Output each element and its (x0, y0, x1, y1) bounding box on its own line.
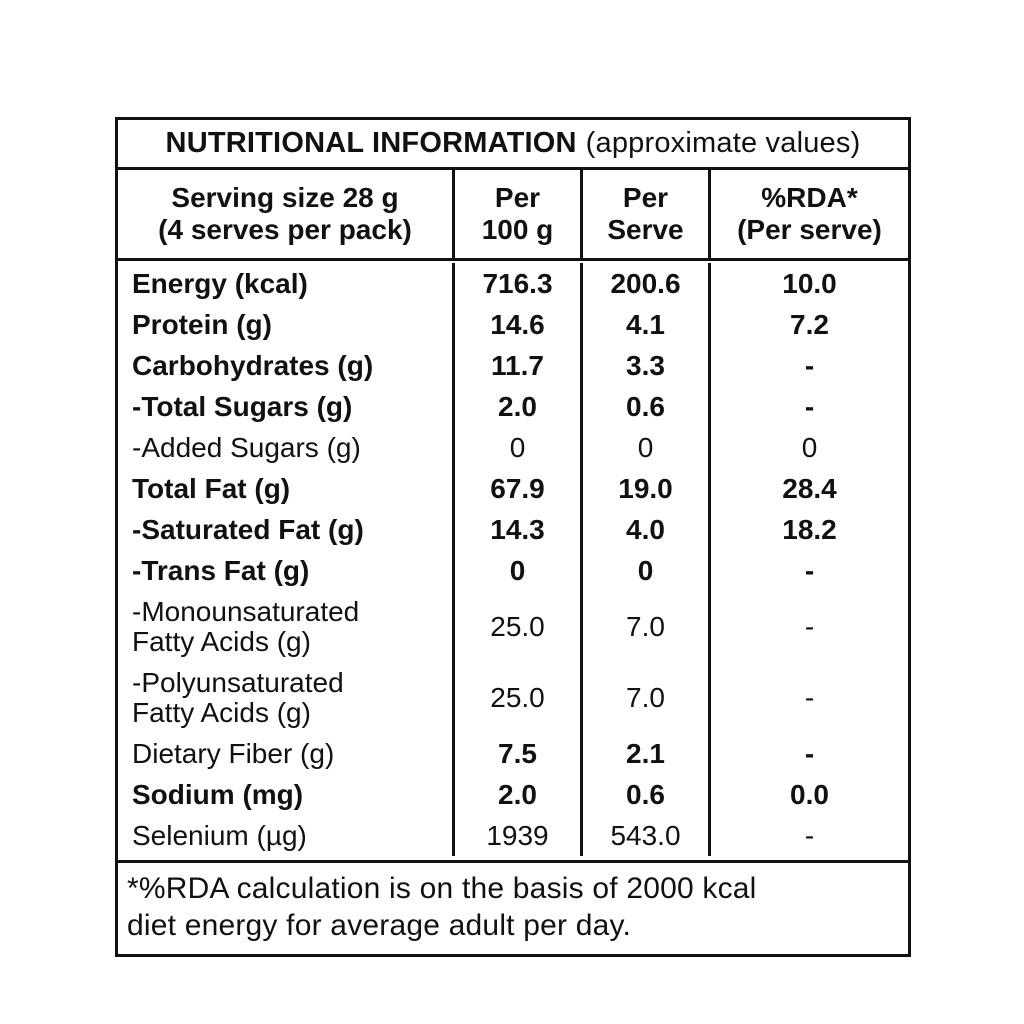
per-serve-value: 7.0 (580, 662, 708, 733)
rda-value: - (708, 815, 908, 856)
footnote-line-2: diet energy for average adult per day. (127, 908, 632, 942)
rda-value: - (708, 733, 908, 774)
footnote: *%RDA calculation is on the basis of 200… (118, 860, 908, 954)
table-body: Energy (kcal) 716.3 200.6 10.0 Protein (g) 14… (118, 261, 908, 860)
rda-value: - (708, 591, 908, 662)
rda-value: 0.0 (708, 774, 908, 815)
per-serve-value: 19.0 (580, 468, 708, 509)
column-header-serving-size: Serving size 28 g (4 serves per pack) (118, 170, 452, 258)
title-note: (approximate values) (585, 127, 861, 159)
nutrient-label: Selenium (µg) (132, 819, 307, 851)
column-header-row: Serving size 28 g (4 serves per pack) Pe… (118, 170, 908, 261)
per-100g-value: 0 (452, 550, 580, 591)
per-serve-value: 0 (580, 550, 708, 591)
nutrient-label: Sodium (mg) (132, 778, 304, 810)
per-100g-value: 25.0 (452, 662, 580, 733)
footnote-line-1: *%RDA calculation is on the basis of 200… (127, 872, 757, 905)
table-row: -Trans Fat (g) 0 0- (118, 550, 908, 591)
per-100g-value: 716.3 (452, 263, 580, 304)
per-serve-value: 2.1 (580, 733, 708, 774)
table-title: NUTRITIONAL INFORMATION (approximate val… (118, 120, 908, 170)
table-row: -Total Sugars (g) 2.0 0.6- (118, 386, 908, 427)
rda-value: - (708, 345, 908, 386)
per-100g-value: 14.6 (452, 304, 580, 345)
per-100g-value: 2.0 (452, 774, 580, 815)
table-row: Protein (g) 14.6 4.1 7.2 (118, 304, 908, 345)
table-row: Dietary Fiber (g) 7.5 2.1- (118, 733, 908, 774)
per-100g-value: 67.9 (452, 468, 580, 509)
header-line: Serve (607, 214, 684, 245)
per-100g-value: 25.0 (452, 591, 580, 662)
per-serve-value: 4.1 (580, 304, 708, 345)
title-main: NUTRITIONAL INFORMATION (165, 127, 577, 159)
per-100g-value: 14.3 (452, 509, 580, 550)
column-header-per-serve: Per Serve (580, 170, 708, 258)
header-line: (4 serves per pack) (158, 214, 412, 245)
per-100g-value: 1939 (452, 815, 580, 856)
nutrient-label: -Trans Fat (g) (132, 554, 310, 586)
nutrient-label: -Polyunsaturated Fatty Acids (g) (132, 666, 344, 728)
header-line: %RDA* (761, 181, 858, 213)
per-100g-value: 11.7 (452, 345, 580, 386)
column-header-rda: %RDA* (Per serve) (708, 170, 908, 258)
table-row: -Saturated Fat (g) 14.3 4.0 18.2 (118, 509, 908, 550)
nutrition-table: NUTRITIONAL INFORMATION (approximate val… (115, 117, 911, 958)
nutrient-label: Carbohydrates (g) (132, 349, 374, 381)
rda-value: 18.2 (708, 509, 908, 550)
per-serve-value: 543.0 (580, 815, 708, 856)
rda-value: - (708, 662, 908, 733)
rda-value: - (708, 550, 908, 591)
column-header-per-100g: Per 100 g (452, 170, 580, 258)
nutrient-label: Protein (g) (132, 308, 272, 340)
nutrient-label: -Saturated Fat (g) (132, 513, 364, 545)
table-row: -Added Sugars (g) 0 0 0 (118, 427, 908, 468)
nutrient-label: Energy (kcal) (132, 267, 308, 299)
per-100g-value: 0 (452, 427, 580, 468)
header-line: 100 g (481, 214, 554, 245)
header-line: Serving size 28 g (171, 181, 399, 213)
per-serve-value: 3.3 (580, 345, 708, 386)
nutrient-label: Total Fat (g) (132, 472, 291, 504)
header-line: Per (622, 181, 669, 213)
table-row: Carbohydrates (g) 11.7 3.3- (118, 345, 908, 386)
per-100g-value: 2.0 (452, 386, 580, 427)
per-serve-value: 0.6 (580, 774, 708, 815)
table-row: -Monounsaturated Fatty Acids (g) 25.0 7.0- (118, 591, 908, 662)
rda-value: 0 (708, 427, 908, 468)
nutrient-label: -Added Sugars (g) (132, 431, 361, 463)
per-100g-value: 7.5 (452, 733, 580, 774)
per-serve-value: 0.6 (580, 386, 708, 427)
nutrient-label: Dietary Fiber (g) (132, 737, 335, 769)
per-serve-value: 7.0 (580, 591, 708, 662)
nutrient-label: -Total Sugars (g) (132, 390, 353, 422)
per-serve-value: 4.0 (580, 509, 708, 550)
rda-value: 10.0 (708, 263, 908, 304)
table-row: -Polyunsaturated Fatty Acids (g) 25.0 7.0- (118, 662, 908, 733)
table-row: Selenium (µg) 1939 543.0- (118, 815, 908, 856)
table-row: Energy (kcal) 716.3 200.6 10.0 (118, 263, 908, 304)
rda-value: 7.2 (708, 304, 908, 345)
header-line: Per (494, 181, 541, 213)
rda-value: - (708, 386, 908, 427)
table-row: Sodium (mg) 2.0 0.6 0.0 (118, 774, 908, 815)
table-row: Total Fat (g) 67.9 19.0 28.4 (118, 468, 908, 509)
header-line: (Per serve) (737, 214, 882, 245)
nutrient-label: -Monounsaturated Fatty Acids (g) (132, 595, 360, 657)
per-serve-value: 200.6 (580, 263, 708, 304)
per-serve-value: 0 (580, 427, 708, 468)
rda-value: 28.4 (708, 468, 908, 509)
